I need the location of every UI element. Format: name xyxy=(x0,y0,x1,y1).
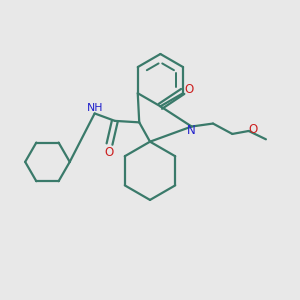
Text: NH: NH xyxy=(86,103,103,113)
Text: N: N xyxy=(187,124,196,137)
Text: O: O xyxy=(184,83,194,97)
Text: O: O xyxy=(248,123,257,136)
Text: O: O xyxy=(104,146,113,159)
